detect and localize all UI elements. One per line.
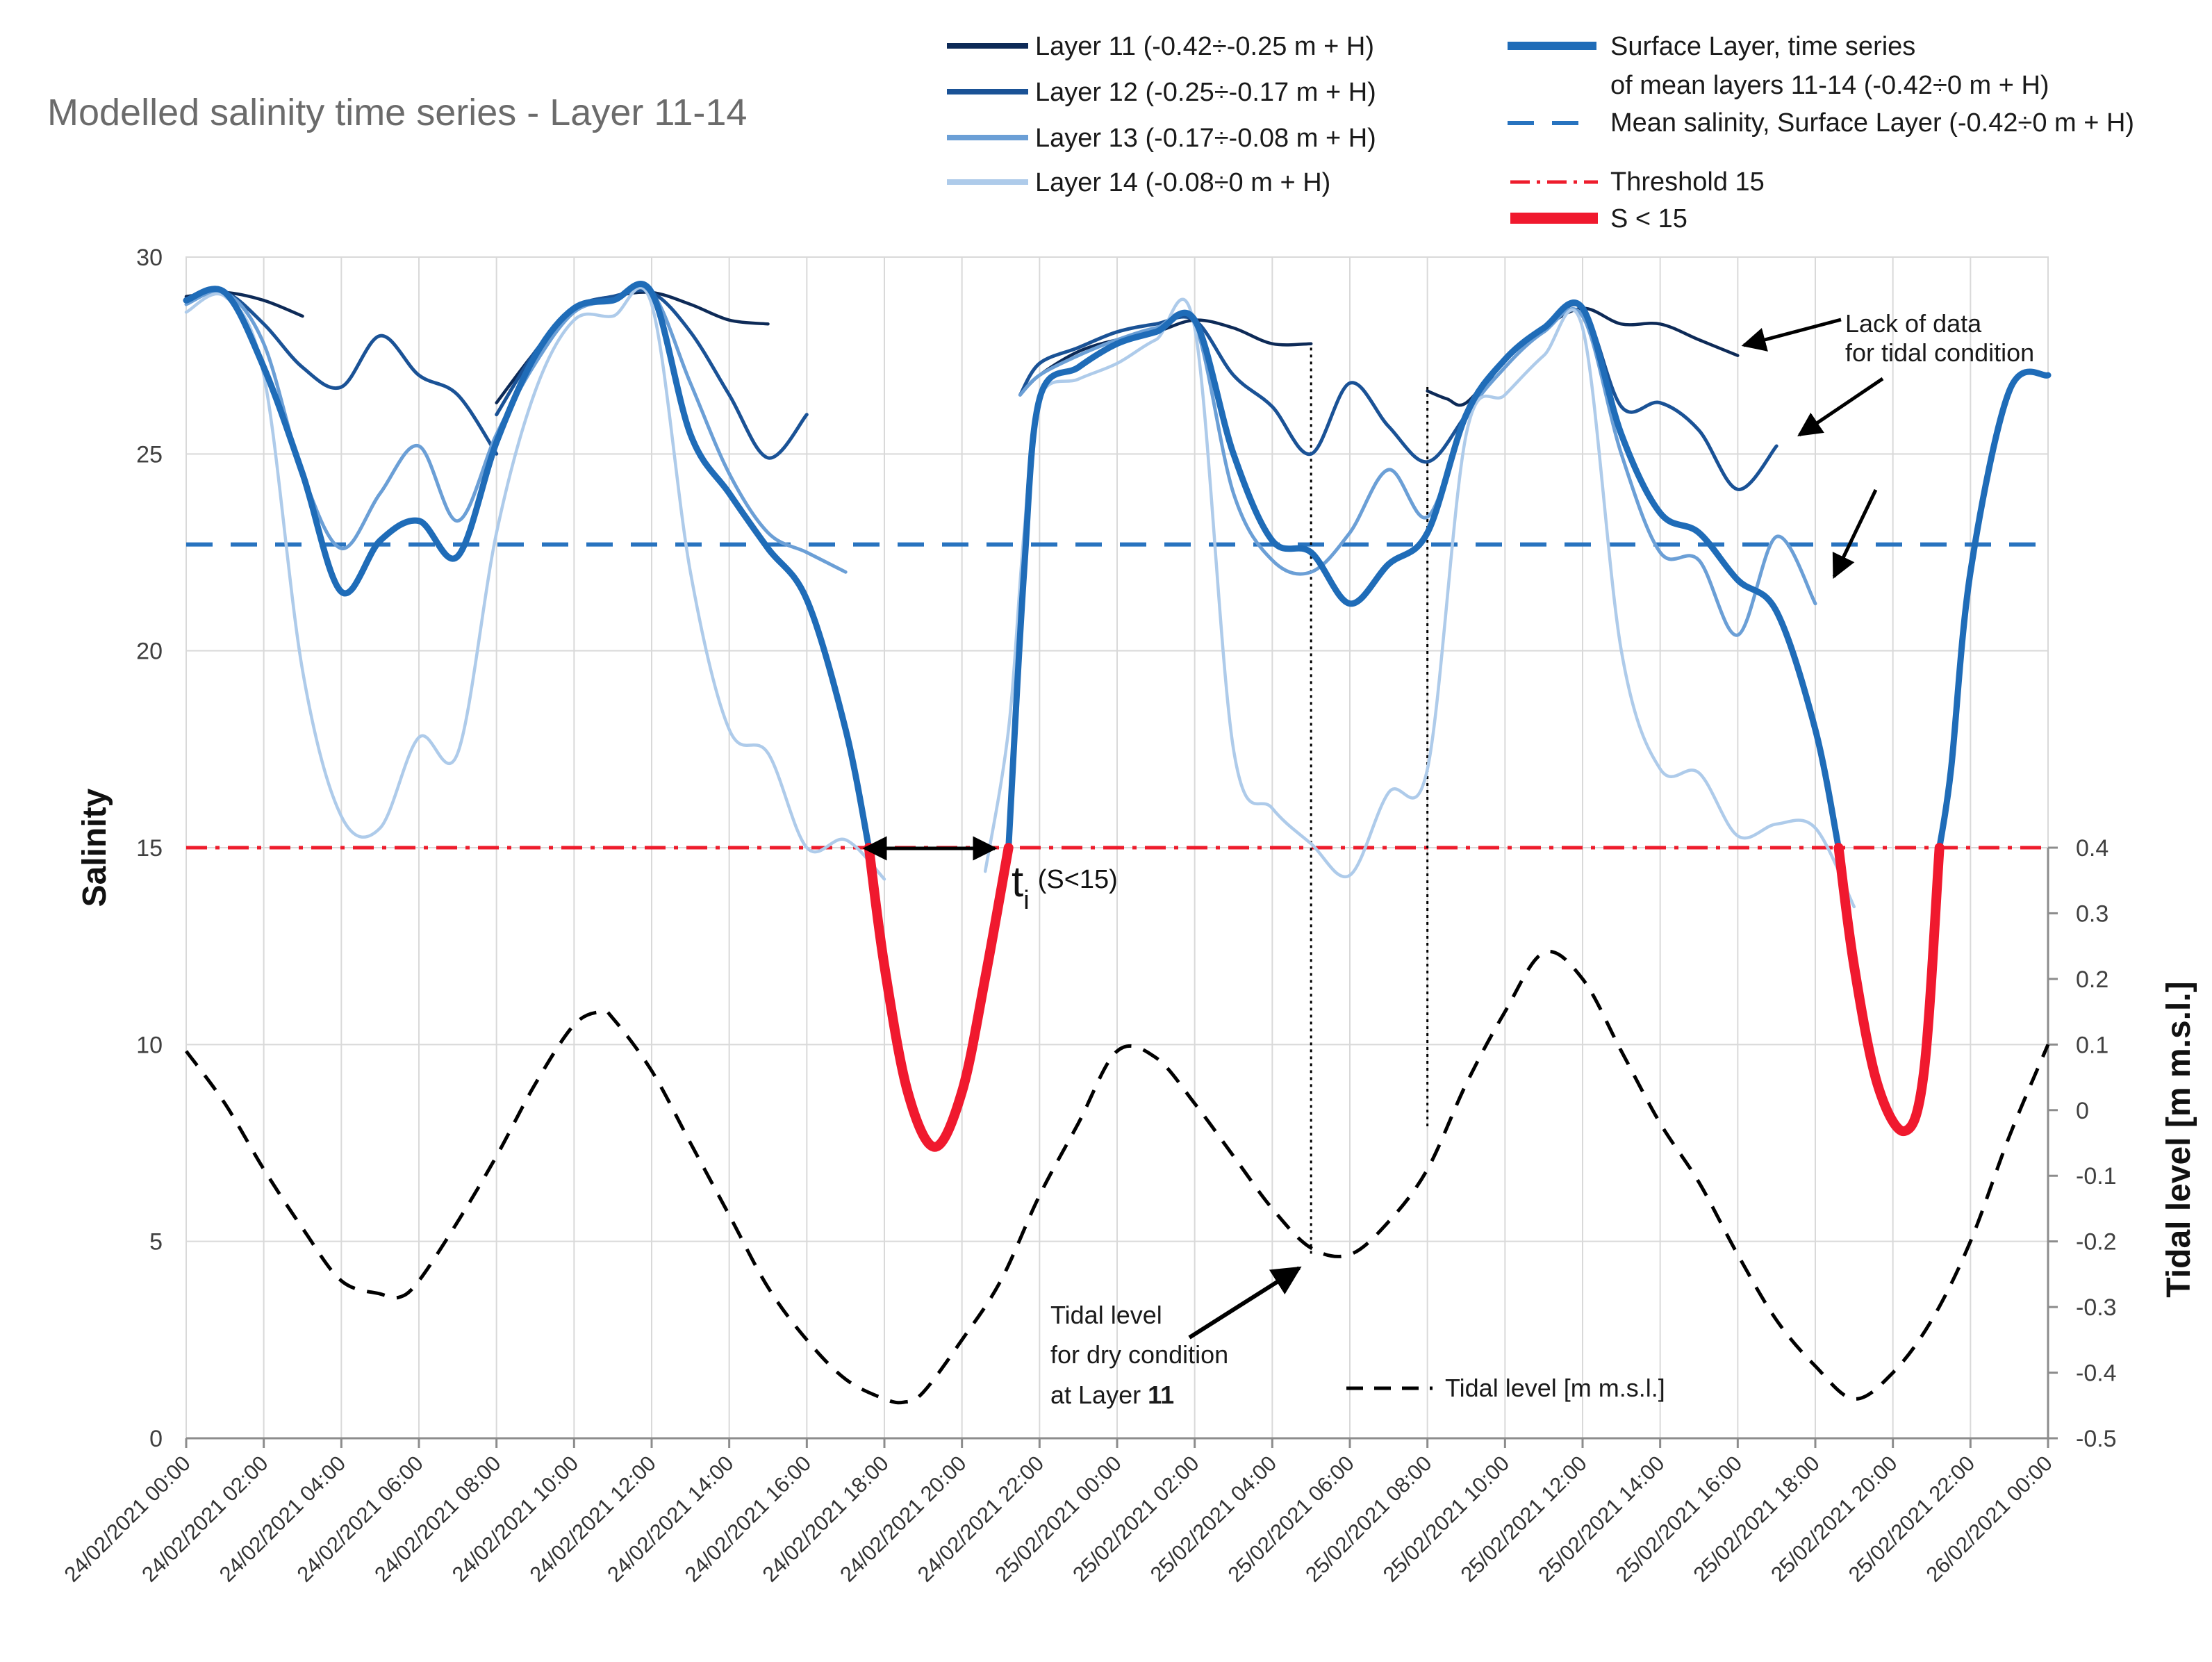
tidal-dry-label-1: Tidal level: [1050, 1301, 1162, 1329]
y-tick-label: 25: [136, 441, 163, 468]
y-tick-label: 10: [136, 1032, 163, 1058]
y-tick-label: 5: [149, 1229, 163, 1256]
ti-sub: i: [1023, 886, 1029, 915]
series-layer11-line: [1018, 318, 1313, 397]
y2-tick-label: 0.2: [2076, 966, 2108, 993]
lack-of-data-arrow-3: [1832, 488, 1878, 579]
lack-of-data-arrow-2: [1797, 377, 1884, 437]
y2-tick-label: -0.4: [2076, 1360, 2117, 1387]
y2-tick-label: -0.2: [2076, 1229, 2117, 1256]
legend-layer13-label: Layer 13 (-0.17÷-0.08 m + H): [1035, 124, 1376, 153]
series-surface-line: [1005, 299, 1842, 851]
y2-tick-label: -0.5: [2076, 1426, 2117, 1452]
legend-surface-label-1: Surface Layer, time series: [1610, 32, 1915, 61]
tidal-dry-label-3: at Layer 11: [1050, 1381, 1174, 1409]
y-tick-label: 15: [136, 835, 163, 862]
lack-of-data-label-2: for tidal condition: [1845, 338, 2034, 367]
dry-condition-markers: [1310, 347, 1429, 1255]
y-axis-label: Salinity: [76, 788, 113, 907]
legend-mean-label: Mean salinity, Surface Layer (-0.42÷0 m …: [1610, 108, 2134, 138]
series-layer12-line: [184, 290, 499, 456]
tidal-level-line: [184, 950, 2050, 1405]
ti-label: ti (S<15): [1012, 858, 1118, 915]
tidal-dry-label-2: for dry condition: [1050, 1340, 1228, 1369]
series-surface-line: [1936, 368, 2052, 851]
chart-title: Modelled salinity time series - Layer 11…: [47, 92, 747, 133]
series-below-line: [864, 843, 1014, 1152]
tidal-dry-label-3-text: at Layer: [1050, 1381, 1148, 1409]
series-layer13-line: [1018, 306, 1817, 637]
series-surface-line: [183, 281, 873, 851]
tidal-level-series: [184, 950, 2050, 1405]
salinity-series: [183, 281, 2052, 1152]
x-tick-label: 24/02/2021 00:00: [60, 1451, 195, 1586]
legend: Layer 11 (-0.42÷-0.25 m + H) Layer 12 (-…: [947, 32, 2134, 233]
y2-tick-label: 0.1: [2076, 1032, 2108, 1058]
y2-tick-label: 0.4: [2076, 835, 2108, 862]
series-below-line: [1833, 843, 1945, 1137]
y2-tick-label: 0: [2076, 1098, 2089, 1124]
y-tick-label: 30: [136, 245, 163, 271]
series-layer14-line: [983, 297, 1856, 909]
y-tick-label: 0: [149, 1426, 163, 1452]
legend-layer12-label: Layer 12 (-0.25÷-0.17 m + H): [1035, 78, 1376, 107]
legend-layer11-label: Layer 11 (-0.42÷-0.25 m + H): [1035, 32, 1374, 61]
y-axis-ticks: 0 5 10 15 20 25 30: [136, 245, 163, 1452]
legend-tidal-label: Tidal level [m m.s.l.]: [1445, 1374, 1665, 1402]
tidal-dry-label-3-layer: 11: [1148, 1381, 1174, 1409]
legend-threshold-label: Threshold 15: [1610, 167, 1765, 197]
y2-tick-label: -0.3: [2076, 1294, 2117, 1321]
y2-axis-label: Tidal level [m m.s.l.]: [2161, 981, 2197, 1297]
ti-main: t: [1012, 858, 1023, 906]
series-layer12-line: [1018, 302, 1778, 491]
y2-axis-ticks: -0.5 -0.4 -0.3 -0.2 -0.1 0 0.1 0.2 0.3 0.4: [2047, 835, 2117, 1452]
lack-of-data-arrow-1: [1741, 318, 1842, 352]
lack-of-data-label-1: Lack of data: [1845, 309, 1982, 338]
legend-surface-label-2: of mean layers 11-14 (-0.42÷0 m + H): [1610, 71, 2049, 100]
y2-tick-label: 0.3: [2076, 900, 2108, 927]
series-layer14-line: [184, 286, 886, 881]
y2-tick-label: -0.1: [2076, 1163, 2117, 1190]
legend-layer14-label: Layer 14 (-0.08÷0 m + H): [1035, 168, 1330, 197]
legend-below-label: S < 15: [1610, 204, 1687, 233]
tidal-dry-arrow: [1188, 1266, 1302, 1340]
y-tick-label: 20: [136, 639, 163, 665]
ti-cond: (S<15): [1038, 865, 1118, 894]
